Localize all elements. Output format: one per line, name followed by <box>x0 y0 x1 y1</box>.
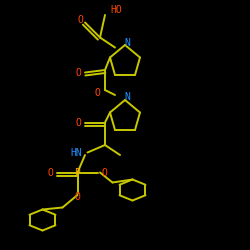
Text: O: O <box>77 15 83 25</box>
Text: O: O <box>101 168 107 177</box>
Text: O: O <box>75 68 81 78</box>
Text: P: P <box>74 168 80 177</box>
Text: O: O <box>94 88 100 98</box>
Text: N: N <box>124 38 130 48</box>
Text: O: O <box>48 168 54 177</box>
Text: HN: HN <box>71 148 83 158</box>
Text: O: O <box>74 192 80 202</box>
Text: O: O <box>75 118 81 128</box>
Text: N: N <box>124 92 130 102</box>
Text: HO: HO <box>110 5 122 15</box>
